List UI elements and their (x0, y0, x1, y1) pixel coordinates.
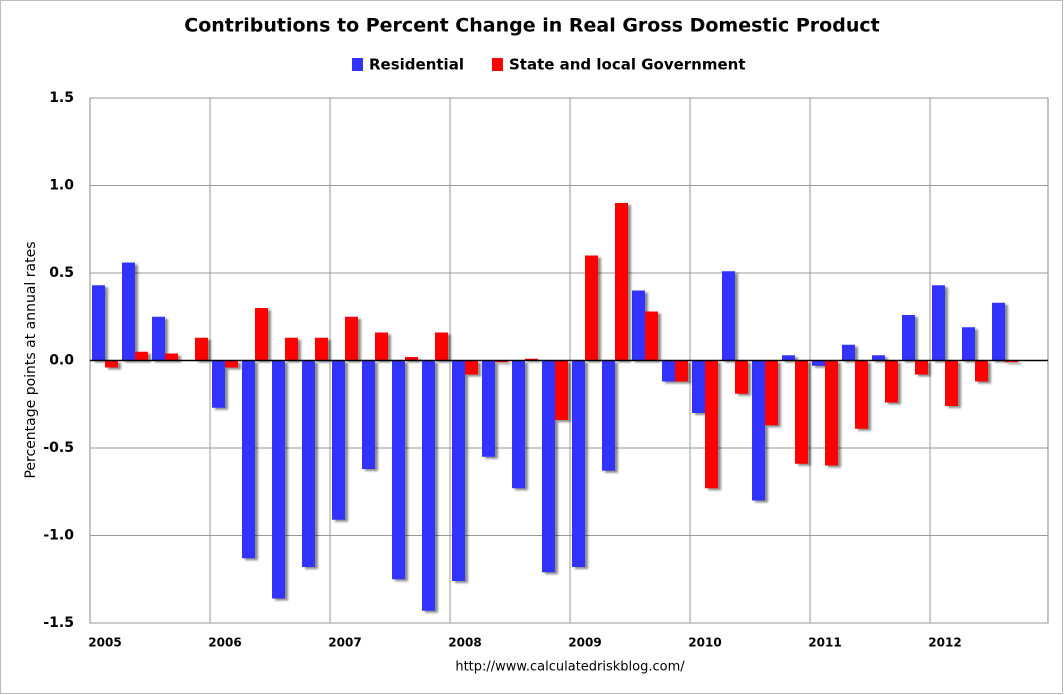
x-tick-label: 2010 (688, 636, 721, 650)
bar (345, 316, 358, 361)
bar (722, 271, 735, 361)
x-tick-label: 2009 (568, 636, 601, 650)
bar (915, 360, 928, 375)
bar (212, 360, 225, 408)
bar (885, 360, 898, 403)
bar (842, 344, 855, 361)
bar (542, 360, 555, 573)
bar (602, 360, 615, 471)
bar (362, 360, 375, 469)
x-tick-label: 2011 (808, 636, 841, 650)
bar (795, 360, 808, 464)
legend-swatch (352, 58, 363, 71)
bar (375, 332, 388, 361)
y-tick-label: 0.0 (49, 353, 74, 369)
bar (525, 358, 538, 361)
bar (135, 351, 148, 361)
bar (242, 360, 255, 559)
bar (165, 353, 178, 361)
bar (735, 360, 748, 394)
legend-swatch (491, 58, 503, 71)
bar (692, 360, 705, 413)
x-tick-label: 2012 (928, 636, 961, 650)
bar (392, 360, 405, 580)
bar (872, 355, 885, 361)
bar (435, 332, 448, 361)
bar (632, 290, 645, 361)
bar (825, 360, 838, 466)
x-tick-label: 2006 (208, 636, 241, 650)
y-axis-label: Percentage points at annual rates (23, 241, 39, 478)
bar (765, 360, 778, 426)
y-tick-label: -1.0 (43, 528, 74, 544)
bar (195, 337, 208, 361)
bar (662, 360, 675, 382)
bar (992, 302, 1005, 361)
bar (332, 360, 345, 520)
y-tick-label: 1.0 (49, 178, 74, 194)
bar (752, 360, 765, 501)
bar (512, 360, 525, 489)
legend-label: Residential (369, 56, 464, 74)
bar (555, 360, 568, 420)
bar (675, 360, 688, 382)
y-tick-label: 1.5 (49, 90, 74, 106)
bar (225, 360, 238, 368)
bar (422, 360, 435, 611)
bar (272, 360, 285, 599)
bar (315, 337, 328, 361)
bar (465, 360, 478, 375)
bar (122, 262, 135, 361)
y-tick-label: -1.5 (43, 615, 74, 631)
bar (255, 308, 268, 361)
bar (152, 316, 165, 361)
bar (945, 360, 958, 406)
bar (645, 311, 658, 361)
bar (495, 360, 508, 363)
bar (782, 355, 795, 361)
bar (705, 360, 718, 489)
x-tick-label: 2007 (328, 636, 361, 650)
y-tick-label: 0.5 (49, 265, 74, 281)
bar (932, 285, 945, 361)
x-tick-label: 2005 (88, 636, 121, 650)
bar (572, 360, 585, 567)
bar (1005, 360, 1018, 363)
bar (855, 360, 868, 429)
bar (482, 360, 495, 457)
bar (902, 315, 915, 361)
bar (105, 360, 118, 368)
bar (405, 357, 418, 361)
bar (962, 327, 975, 361)
chart-title: Contributions to Percent Change in Real … (184, 15, 879, 37)
bar (812, 360, 825, 366)
source: http://www.calculatedriskblog.com/ (455, 660, 685, 675)
bar (302, 360, 315, 567)
bar (452, 360, 465, 581)
legend-label: State and local Government (509, 56, 746, 74)
bar (615, 203, 628, 361)
x-tick-label: 2008 (448, 636, 481, 650)
y-tick-label: -0.5 (43, 440, 74, 456)
bar (975, 360, 988, 382)
bar (92, 285, 105, 361)
bar (585, 255, 598, 361)
bar (285, 337, 298, 361)
